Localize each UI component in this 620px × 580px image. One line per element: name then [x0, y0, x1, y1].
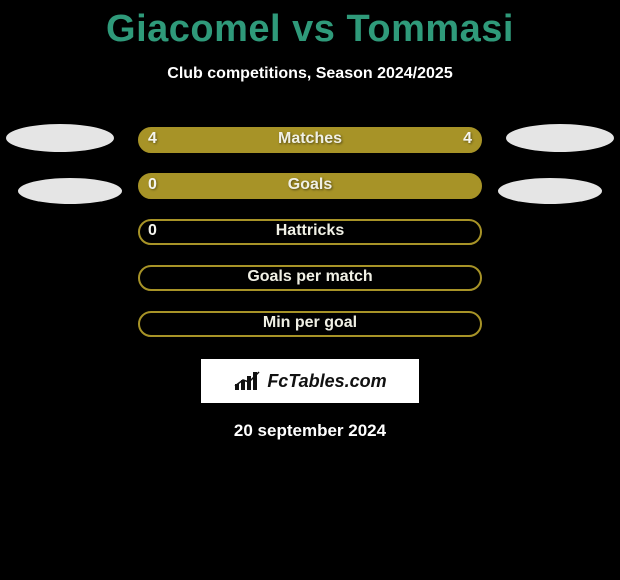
stat-row: 0 Hattricks	[0, 219, 620, 251]
stat-right-value: 4	[463, 130, 472, 148]
stat-left-value: 0	[148, 176, 157, 194]
stat-rows: 4 Matches 4 0 Goals 0 Hattricks Goals pe…	[0, 127, 620, 343]
stat-left-value: 0	[148, 222, 157, 240]
stat-bar	[138, 219, 482, 245]
logo-text: FcTables.com	[267, 371, 386, 392]
stat-row: Min per goal	[0, 311, 620, 343]
stat-row: 0 Goals	[0, 173, 620, 205]
subtitle: Club competitions, Season 2024/2025	[0, 65, 620, 83]
date-text: 20 september 2024	[0, 421, 620, 441]
stat-bar	[138, 265, 482, 291]
page-title: Giacomel vs Tommasi	[0, 0, 620, 51]
stat-row: Goals per match	[0, 265, 620, 297]
bars-icon	[233, 370, 263, 392]
stat-bar	[138, 311, 482, 337]
logo-box: FcTables.com	[201, 359, 419, 403]
stat-row: 4 Matches 4	[0, 127, 620, 159]
stat-left-value: 4	[148, 130, 157, 148]
stat-bar	[138, 127, 482, 153]
stat-bar	[138, 173, 482, 199]
